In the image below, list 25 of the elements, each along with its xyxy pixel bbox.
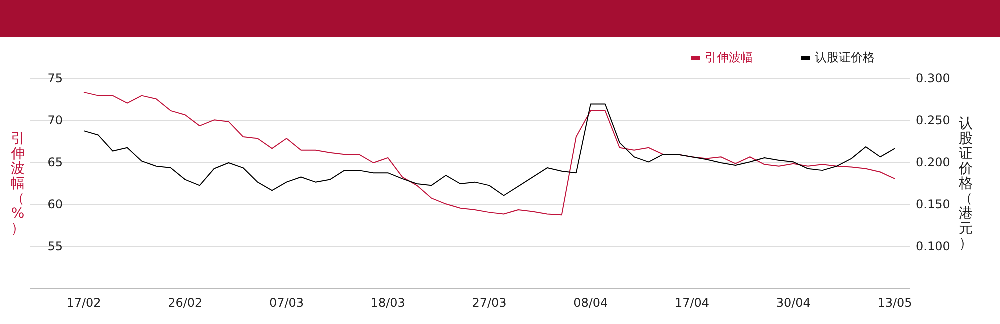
x-tick-label: 17/02	[66, 296, 102, 310]
y2-tick-label: 0.250	[916, 113, 950, 128]
x-tick-label: 26/02	[168, 296, 203, 310]
y-tick-label: 60	[48, 197, 63, 212]
x-tick-label: 30/04	[776, 296, 811, 310]
y-tick-label: 55	[48, 239, 63, 254]
y-axis-title: 引伸波幅（%）	[10, 130, 25, 237]
x-tick-label: 07/03	[269, 296, 304, 310]
x-tick-label: 13/05	[878, 296, 912, 310]
line-series	[84, 92, 896, 216]
x-tick-label: 18/03	[370, 296, 406, 310]
legend-label: 引伸波幅	[705, 50, 753, 64]
y2-tick-label: 0.200	[916, 155, 950, 170]
x-tick-label: 08/04	[574, 296, 608, 310]
line-series	[84, 104, 896, 196]
y-tick-label: 75	[48, 71, 63, 86]
y2-tick-label: 0.100	[916, 239, 950, 254]
text: 认股证价格（港元）	[959, 116, 973, 252]
y2-tick-label: 0.150	[916, 197, 950, 212]
y-tick-label: 70	[48, 113, 63, 128]
legend-label: 认股证价格	[815, 50, 875, 64]
x-tick-label: 27/03	[472, 296, 507, 310]
y2-tick-label: 0.300	[916, 71, 950, 86]
x-tick-label: 17/04	[674, 296, 710, 310]
y-tick-label: 65	[48, 155, 63, 170]
